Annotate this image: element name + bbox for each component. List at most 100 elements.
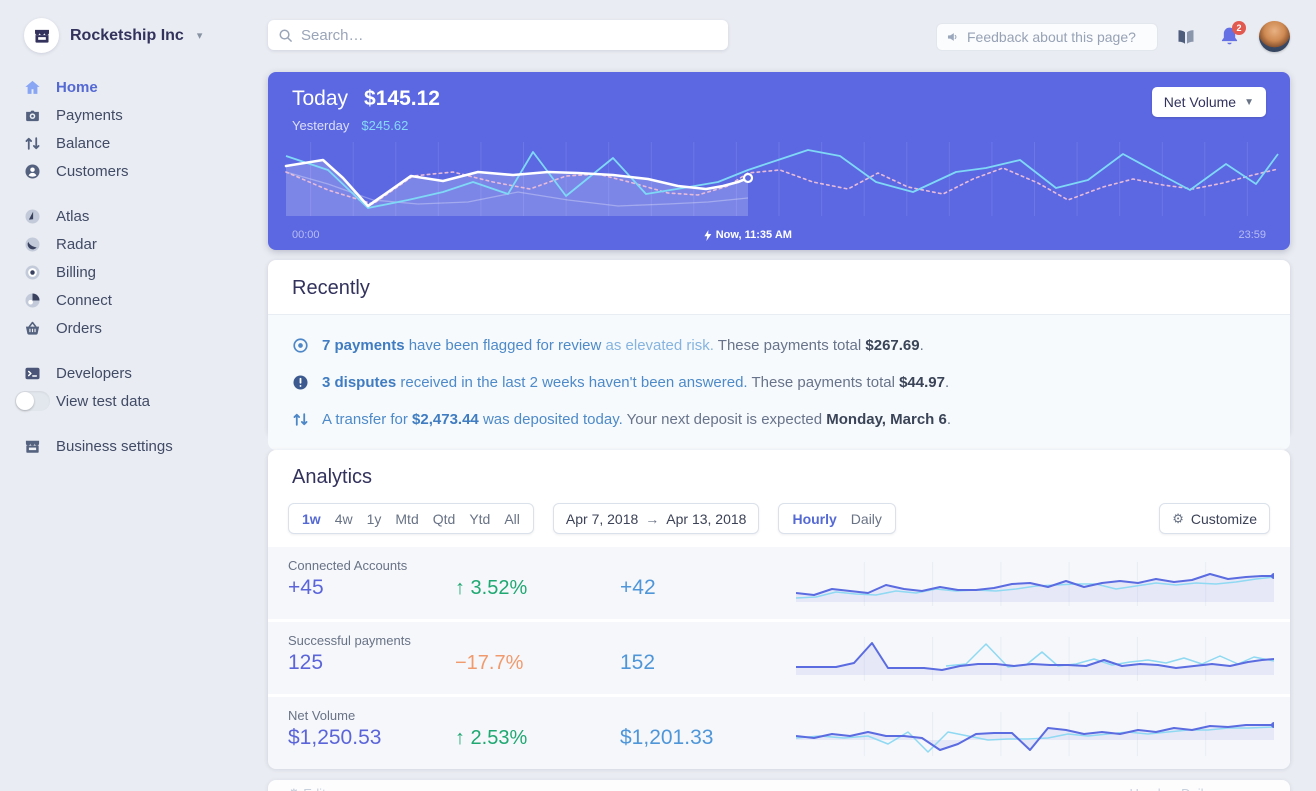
peek-option-daily: Daily	[1181, 786, 1210, 791]
sidebar-item-label: Balance	[56, 134, 111, 152]
recently-row-text: A transfer for $2,473.44 was deposited t…	[322, 411, 952, 428]
current-value: 125	[288, 651, 324, 674]
sidebar-item-label: Customers	[56, 162, 129, 180]
sidebar-item-customers[interactable]: Customers	[24, 157, 268, 185]
range-option-ytd[interactable]: Ytd	[469, 510, 491, 527]
account-switcher[interactable]: Rocketship Inc ▾	[24, 18, 268, 53]
change-value: −17.7%	[455, 652, 524, 674]
yesterday-label: Yesterday	[292, 118, 350, 133]
range-option-1y[interactable]: 1y	[366, 510, 382, 527]
sidebar-item-label: Developers	[56, 364, 132, 382]
sidebar-item-orders[interactable]: Orders	[24, 314, 268, 342]
metric-selector[interactable]: Net Volume ▼	[1151, 87, 1266, 117]
now-label: Now, 11:35 AM	[704, 229, 792, 241]
date-range-control[interactable]: Apr 7, 2018 → Apr 13, 2018	[552, 503, 760, 534]
billing-icon	[24, 264, 41, 281]
next-card-peek: ⚙ Edit Hourly Daily	[268, 780, 1290, 791]
gear-icon: ⚙	[288, 786, 300, 791]
business-name: Rocketship Inc	[70, 26, 184, 44]
atlas-icon	[24, 208, 41, 225]
range-option-4w[interactable]: 4w	[334, 510, 353, 527]
recently-row[interactable]: 7 payments have been flagged for review …	[292, 327, 1266, 364]
sidebar-item-payments[interactable]: Payments	[24, 101, 268, 129]
hero-chart	[268, 142, 1290, 222]
customers-icon	[24, 163, 41, 180]
feedback-box[interactable]	[936, 22, 1158, 51]
sidebar-item-connect[interactable]: Connect	[24, 286, 268, 314]
chevron-down-icon: ▾	[196, 30, 203, 42]
granularity-control: Hourly Daily	[778, 503, 896, 534]
transfer-icon	[292, 411, 309, 428]
date-to: Apr 13, 2018	[666, 510, 747, 527]
analytics-row-net-volume[interactable]: Net Volume $1,250.53 ↑ 2.53% $1,201.33	[268, 697, 1290, 769]
sidebar-item-label: View test data	[56, 392, 150, 410]
sidebar-item-atlas[interactable]: Atlas	[24, 202, 268, 230]
sidebar-item-home[interactable]: Home	[24, 73, 268, 101]
topbar: 2	[268, 0, 1290, 70]
storefront-icon	[24, 438, 41, 455]
orders-icon	[24, 320, 41, 337]
connect-icon	[24, 292, 41, 309]
chevron-down-icon: ▼	[1244, 96, 1254, 108]
analytics-title: Analytics	[292, 466, 373, 488]
yesterday-value: $245.62	[361, 118, 409, 133]
test-data-toggle[interactable]	[15, 391, 50, 411]
analytics-row-connected-accounts[interactable]: Connected Accounts +45 ↑ 3.52% +42	[268, 547, 1290, 619]
change-value: ↑ 3.52%	[455, 577, 528, 599]
terminal-icon	[24, 365, 41, 382]
gear-icon: ⚙	[1172, 510, 1184, 526]
axis-end-label: 23:59	[1238, 229, 1266, 241]
axis-start-label: 00:00	[292, 229, 320, 241]
edit-button[interactable]: ⚙ Edit	[288, 786, 326, 791]
range-option-qtd[interactable]: Qtd	[432, 510, 456, 527]
customize-label: Customize	[1190, 510, 1257, 527]
analytics-row-successful-payments[interactable]: Successful payments 125 −17.7% 152	[268, 622, 1290, 694]
range-option-mtd[interactable]: Mtd	[395, 510, 419, 527]
sparkline	[796, 712, 1274, 756]
search-input[interactable]	[301, 26, 718, 44]
brand-logo	[24, 18, 59, 53]
recently-card: Recently 7 payments have been flagged fo…	[268, 260, 1290, 450]
today-value: $145.12	[364, 87, 440, 110]
notification-badge: 2	[1232, 20, 1246, 35]
search-icon	[279, 29, 292, 42]
granularity-option-daily[interactable]: Daily	[850, 510, 882, 527]
range-option-all[interactable]: All	[504, 510, 520, 527]
sidebar-item-label: Orders	[56, 319, 102, 337]
sidebar-item-view-test-data[interactable]: View test data	[15, 387, 268, 415]
sidebar-item-label: Connect	[56, 291, 112, 309]
notifications-button[interactable]: 2	[1220, 20, 1246, 48]
sidebar-item-label: Home	[56, 78, 98, 96]
hero-axis: 00:00 Now, 11:35 AM 23:59	[268, 229, 1290, 243]
sidebar-nav: Home Payments Balance Customers Atlas Radar Bi…	[15, 73, 268, 460]
sidebar-item-balance[interactable]: Balance	[24, 129, 268, 157]
sidebar-item-radar[interactable]: Radar	[24, 230, 268, 258]
dispute-icon	[292, 374, 309, 391]
date-from: Apr 7, 2018	[565, 510, 639, 527]
search-box[interactable]	[268, 20, 728, 50]
lightning-icon	[704, 229, 712, 241]
sidebar: Rocketship Inc ▾ Home Payments Balance Cust…	[0, 0, 268, 791]
customize-button[interactable]: ⚙ Customize	[1159, 503, 1270, 534]
docs-button[interactable]	[1176, 27, 1196, 47]
sidebar-item-developers[interactable]: Developers	[24, 359, 268, 387]
analytics-card: Analytics 1w 4w 1y Mtd Qtd Ytd All Apr 7, 2018…	[268, 450, 1290, 769]
recently-row[interactable]: 3 disputes received in the last 2 weeks …	[292, 364, 1266, 401]
avatar[interactable]	[1259, 21, 1290, 52]
peek-granularity: Hourly Daily	[1130, 786, 1210, 791]
sidebar-item-label: Billing	[56, 263, 97, 281]
peek-option-hourly: Hourly	[1130, 786, 1168, 791]
analytics-controls: 1w 4w 1y Mtd Qtd Ytd All Apr 7, 2018 → Apr 13,…	[288, 503, 1290, 534]
sparkline	[796, 637, 1274, 681]
sidebar-item-label: Radar	[56, 235, 97, 253]
recently-row[interactable]: A transfer for $2,473.44 was deposited t…	[292, 401, 1266, 438]
granularity-option-hourly[interactable]: Hourly	[792, 510, 837, 527]
feedback-input[interactable]	[967, 28, 1148, 45]
previous-value: $1,201.33	[620, 726, 714, 749]
sidebar-item-billing[interactable]: Billing	[24, 258, 268, 286]
range-option-1w[interactable]: 1w	[302, 510, 321, 527]
payments-icon	[24, 107, 41, 124]
sidebar-item-business-settings[interactable]: Business settings	[24, 432, 268, 460]
today-label: Today	[292, 87, 349, 110]
radar-icon	[24, 236, 41, 253]
